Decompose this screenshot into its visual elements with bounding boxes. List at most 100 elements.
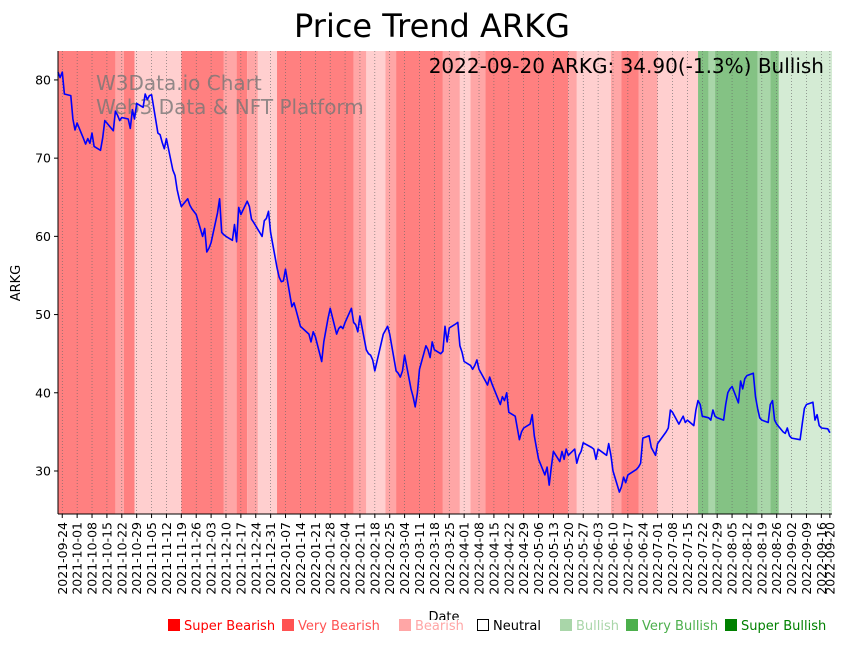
latest-price-annotation: 2022-09-20 ARKG: 34.90(-1.3%) Bullish [429,54,824,78]
x-tick-label: 2022-07-15 [680,522,695,595]
x-tick-label: 2022-06-24 [635,522,650,595]
x-tick-label: 2021-11-26 [189,522,204,595]
y-tick-label: 30 [35,463,51,478]
sentiment-band-super-bearish [485,51,569,514]
sentiment-band-super-bearish [621,51,639,514]
x-axis-label: Date [428,610,459,620]
legend-label: Very Bullish [642,619,719,634]
x-tick-label: 2022-08-19 [754,522,769,595]
x-tick-label: 2022-04-29 [516,522,531,595]
chart-title: Price Trend ARKG [294,7,570,45]
sentiment-band-super-bearish [236,51,248,514]
sentiment-band-very-bearish [610,51,622,514]
x-tick-label: 2021-11-12 [159,522,174,595]
x-tick-label: 2022-01-07 [278,522,293,595]
x-tick-label: 2022-04-15 [486,522,501,595]
legend-label: Very Bearish [298,619,380,634]
x-tick-label: 2022-05-13 [546,522,561,595]
x-tick-label: 2022-09-09 [799,522,814,595]
watermark: W3Data.io Chart Web3 Data & NFT Platform [96,71,364,119]
sentiment-band-bearish [134,51,182,514]
y-tick-label: 40 [35,385,51,400]
x-tick-label: 2022-03-04 [397,522,412,595]
price-trend-chart: Price Trend ARKG W3Data.io Chart Web3 Da… [9,7,837,620]
x-tick-label: 2022-06-17 [620,522,635,595]
x-tick-label: 2022-05-20 [561,522,576,595]
x-tick-label: 2022-02-11 [352,522,367,595]
sentiment-band-super-bullish [715,51,758,514]
x-tick-label: 2022-08-05 [725,522,740,595]
x-tick-label: 2022-03-11 [412,522,427,595]
x-tick-label: 2021-10-15 [99,522,114,595]
legend-label: Bullish [576,619,620,634]
x-tick-label: 2022-05-27 [576,522,591,595]
legend-label: Neutral [493,619,541,634]
legend-item-super-bearish: Super Bearish [168,619,275,634]
x-tick-label: 2022-07-01 [650,522,665,595]
x-tick-label: 2022-02-04 [338,522,353,595]
legend-swatch [560,619,572,631]
x-tick-label: 2021-09-24 [55,522,70,595]
sentiment-band-bearish [459,51,471,514]
sentiment-bands [58,51,832,514]
sentiment-band-very-bearish [223,51,237,514]
price-series-line [57,71,831,493]
y-axis-ticks: 30 40 50 60 70 80 [35,72,58,478]
x-tick-label: 2021-11-19 [174,522,189,595]
y-tick-label: 60 [35,229,51,244]
legend-item-neutral: Neutral [477,619,541,634]
sentiment-band-super-bearish [181,51,224,514]
x-axis-ticks: 2021-09-24 2021-10-01 2021-10-08 2021-10-15… [55,514,837,595]
x-tick-label: 2022-08-12 [739,522,754,595]
sentiment-band-very-bearish [470,51,486,514]
x-tick-label: 2022-07-22 [695,522,710,595]
sentiment-band-bearish [366,51,386,514]
x-tick-label: 2022-08-26 [769,522,784,595]
y-tick-label: 80 [35,72,51,87]
axes [57,51,832,515]
sentiment-band-very-bearish [638,51,658,514]
legend-label: Bearish [415,619,464,634]
x-tick-label: 2021-12-17 [233,522,248,595]
legend-swatch [282,619,294,631]
legend-item-very-bullish: Very Bullish [626,619,718,634]
y-axis-label: ARKG [9,265,24,302]
x-tick-label: 2021-10-08 [85,522,100,595]
x-tick-label: 2022-04-22 [501,522,516,595]
x-tick-label: 2022-06-03 [591,522,606,595]
sentiment-band-very-bearish [385,51,397,514]
x-tick-label: 2022-02-25 [382,522,397,595]
x-tick-label: 2022-02-18 [367,522,382,595]
sentiment-band-very-bearish [247,51,258,514]
x-tick-label: 2021-10-01 [70,522,85,595]
sentiment-band-super-bearish [123,51,135,514]
x-tick-label: 2021-12-24 [248,522,263,595]
y-tick-label: 50 [35,307,51,322]
sentiment-band-super-bullish [770,51,779,514]
x-tick-label: 2022-01-21 [308,522,323,595]
x-tick-label: 2022-07-29 [710,522,725,595]
x-tick-label: 2022-04-01 [457,522,472,595]
x-tick-label: 2021-12-10 [219,522,234,595]
sentiment-band-very-bearish [115,51,124,514]
x-tick-label: 2021-12-31 [263,522,278,595]
x-tick-label: 2021-12-03 [204,522,219,595]
watermark-line-2: Web3 Data & NFT Platform [96,95,364,119]
legend-swatch [168,619,180,631]
watermark-line-1: W3Data.io Chart [96,71,262,95]
x-tick-label: 2022-05-06 [531,522,546,595]
legend-item-very-bearish: Very Bearish [282,619,380,634]
sentiment-band-bullish [778,51,832,514]
x-tick-label: 2022-09-02 [784,522,799,595]
vertical-gridlines [61,51,831,514]
sentiment-band-bearish [576,51,611,514]
x-tick-label: 2022-01-28 [323,522,338,595]
x-tick-label: 2022-06-10 [606,522,621,595]
legend-swatch [399,619,411,631]
x-tick-label: 2022-03-18 [427,522,442,595]
sentiment-band-very-bearish [568,51,577,514]
sentiment-band-super-bullish [698,51,709,514]
sentiment-band-very-bearish [442,51,460,514]
legend-label: Super Bearish [184,619,276,634]
legend-swatch [477,619,489,631]
